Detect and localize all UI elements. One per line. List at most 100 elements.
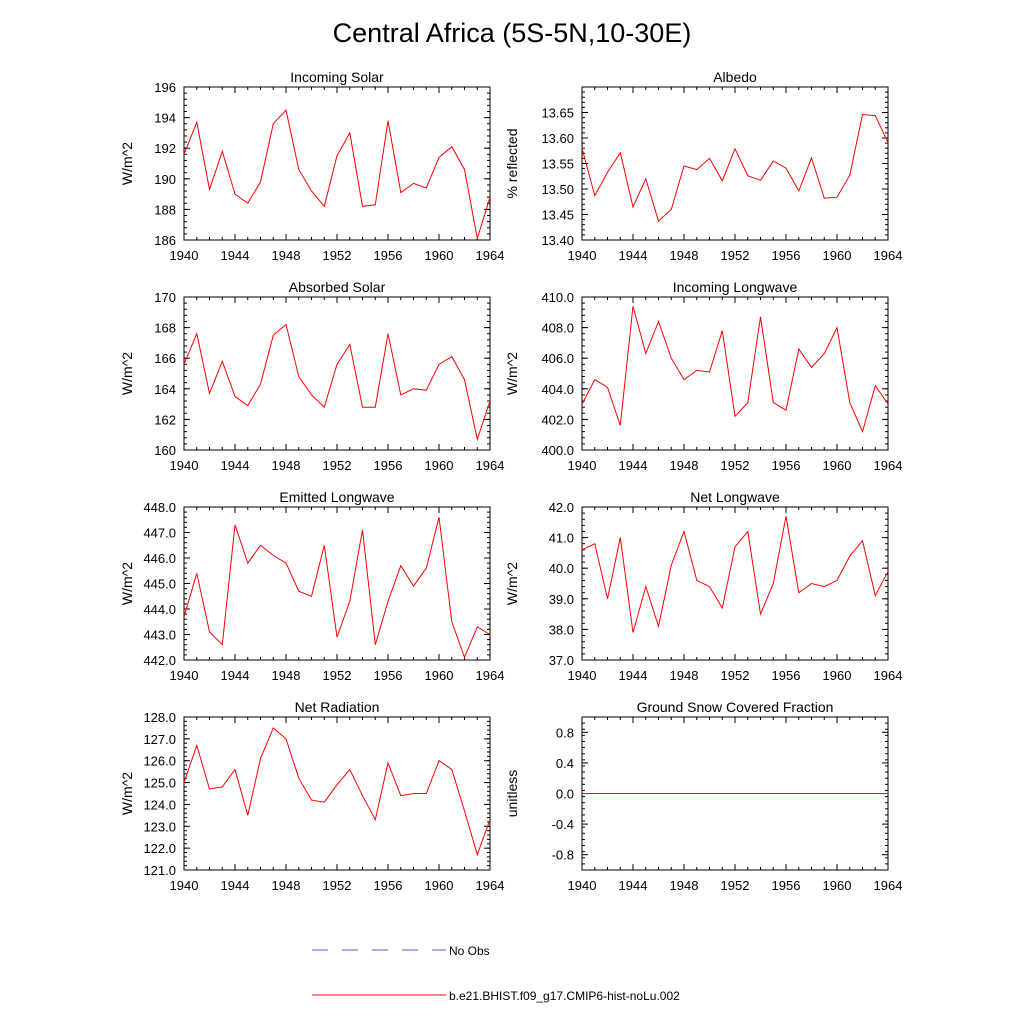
y-tick-label: 170 [154,290,176,305]
plot-frame [581,506,889,661]
x-tick-label: 1952 [721,668,750,683]
y-tick-label: 13.40 [541,233,574,248]
y-tick-label: 123.0 [143,819,176,834]
y-tick-label: 406.0 [541,351,574,366]
chart-panel: Albedo 1940 1944 1948 1952 1956 1960 1964 13.40 1… [504,69,902,263]
y-axis-label: W/m^2 [119,142,135,185]
panel-title: Incoming Longwave [673,279,798,295]
y-tick-label: 404.0 [541,382,574,397]
y-tick-label: 162 [154,412,176,427]
y-axis-label: unitless [504,770,520,817]
y-tick-label: 40.0 [549,561,574,576]
figure-title: Central Africa (5S-5N,10-30E) [333,18,692,48]
x-tick-label: 1948 [670,878,699,893]
series-line [581,516,889,633]
y-tick-label: 121.0 [143,863,176,878]
x-tick-label: 1960 [823,668,852,683]
x-tick-label: 1952 [323,458,352,473]
chart-panel: Incoming Longwave 1940 1944 1948 1952 1956 196… [504,279,902,473]
y-tick-label: 188 [154,202,176,217]
panel-title: Net Longwave [690,489,780,505]
x-tick-label: 1964 [476,458,505,473]
y-tick-label: 128.0 [143,710,176,725]
series-line [183,517,491,659]
x-tick-label: 1960 [425,458,454,473]
x-tick-label: 1952 [721,458,750,473]
y-tick-label: 164 [154,382,176,397]
x-tick-label: 1944 [619,248,648,263]
y-tick-label: -0.4 [552,817,574,832]
plot-frame [581,86,889,241]
chart-panel: Net Longwave 1940 1944 1948 1952 1956 1960 1964… [504,489,902,683]
x-tick-label: 1944 [221,668,250,683]
y-tick-label: 190 [154,172,176,187]
y-tick-label: 192 [154,141,176,156]
x-tick-label: 1964 [476,668,505,683]
x-tick-label: 1944 [619,878,648,893]
chart-panel: Absorbed Solar 1940 1944 1948 1952 1956 1960 19… [119,279,504,473]
panels: Incoming Solar 1940 1944 1948 1952 1956 1960 19… [119,69,902,893]
x-tick-label: 1960 [425,248,454,263]
y-tick-label: 196 [154,80,176,95]
y-tick-label: 37.0 [549,653,574,668]
x-tick-label: 1944 [221,878,250,893]
plot-frame [183,296,491,451]
x-tick-label: 1964 [874,248,903,263]
y-tick-label: 41.0 [549,531,574,546]
chart-panel: Incoming Solar 1940 1944 1948 1952 1956 1960 19… [119,69,504,263]
x-tick-label: 1952 [323,878,352,893]
y-tick-label: 442.0 [143,653,176,668]
y-tick-label: 13.45 [541,208,574,223]
plot-frame [183,716,491,871]
chart-panel: Net Radiation 1940 1944 1948 1952 1956 1960 196… [119,699,504,893]
chart-panel: Emitted Longwave 1940 1944 1948 1952 1956 1960… [119,489,504,683]
y-axis-label: W/m^2 [504,562,520,605]
y-tick-label: 126.0 [143,754,176,769]
x-tick-label: 1944 [221,458,250,473]
y-axis-label: W/m^2 [119,562,135,605]
series-line [183,323,491,442]
x-tick-label: 1956 [772,458,801,473]
x-tick-label: 1956 [772,878,801,893]
x-tick-label: 1944 [619,668,648,683]
x-tick-label: 1956 [374,458,403,473]
y-axis-label: W/m^2 [504,352,520,395]
x-tick-label: 1948 [272,458,301,473]
x-tick-label: 1940 [170,668,199,683]
x-tick-label: 1940 [568,458,597,473]
x-tick-label: 1964 [874,668,903,683]
y-tick-label: 13.60 [541,131,574,146]
y-tick-label: 122.0 [143,841,176,856]
y-axis-label: % reflected [504,128,520,198]
panel-title: Incoming Solar [290,69,384,85]
x-tick-label: 1956 [374,248,403,263]
x-tick-label: 1960 [823,248,852,263]
x-tick-label: 1956 [374,668,403,683]
panel-title: Albedo [713,69,757,85]
y-tick-label: 443.0 [143,628,176,643]
y-tick-label: 127.0 [143,732,176,747]
y-tick-label: 13.55 [541,157,574,172]
y-tick-label: 0.4 [556,756,574,771]
plot-frame [581,296,889,451]
plot-frame [183,86,491,241]
x-tick-label: 1960 [823,878,852,893]
series-line [581,306,889,434]
y-tick-label: 444.0 [143,602,176,617]
x-tick-label: 1944 [221,248,250,263]
x-tick-label: 1960 [425,668,454,683]
x-tick-label: 1952 [323,668,352,683]
y-tick-label: 166 [154,351,176,366]
y-tick-label: 0.8 [556,725,574,740]
x-tick-label: 1956 [772,668,801,683]
x-tick-label: 1940 [568,668,597,683]
chart-panel: Ground Snow Covered Fraction 1940 1944 1948… [504,699,902,893]
y-axis-label: W/m^2 [119,772,135,815]
x-tick-label: 1964 [476,248,505,263]
y-tick-label: 125.0 [143,776,176,791]
x-tick-label: 1940 [568,878,597,893]
x-tick-label: 1948 [272,668,301,683]
x-tick-label: 1956 [772,248,801,263]
panel-title: Emitted Longwave [279,489,394,505]
